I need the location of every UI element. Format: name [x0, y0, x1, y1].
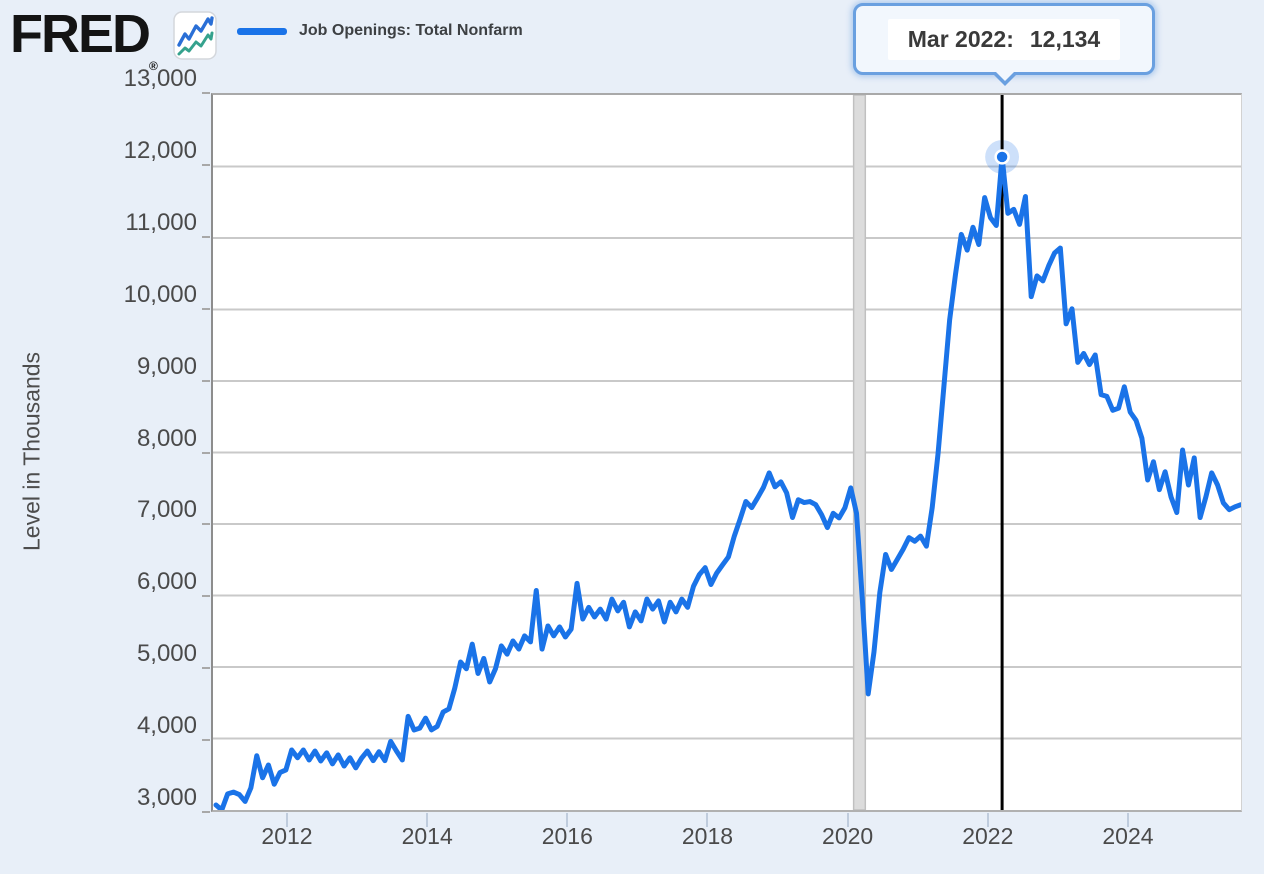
- plot-svg: [213, 95, 1241, 810]
- recession-band: [852, 95, 867, 810]
- y-tick-label: 10,000: [123, 280, 197, 308]
- fred-chart-icon: [173, 11, 217, 65]
- legend-swatch: [237, 27, 287, 35]
- x-tick-label: 2012: [261, 823, 313, 849]
- y-tick-mark: [202, 667, 210, 670]
- y-tick-label: 6,000: [136, 568, 197, 596]
- x-tick-label: 2022: [962, 823, 1014, 849]
- x-tick-label: 2014: [401, 823, 453, 849]
- x-tick-label: 2018: [681, 823, 734, 849]
- x-tick-mark: [706, 813, 709, 827]
- tooltip-pointer-fill: [995, 71, 1015, 81]
- tooltip-date: Mar 2022:: [907, 25, 1014, 52]
- x-tick-mark: [286, 813, 288, 827]
- y-tick-mark: [202, 92, 210, 94]
- y-tick-label: 4,000: [136, 712, 197, 740]
- x-tick-mark: [846, 813, 849, 827]
- y-tick-label: 7,000: [136, 496, 197, 524]
- tooltip-text: Mar 2022: 12,134: [887, 18, 1121, 60]
- y-tick-label: 3,000: [136, 784, 197, 811]
- x-tick-mark: [566, 813, 569, 827]
- icon-blue-zigzag: [177, 16, 214, 47]
- y-tick-label: 8,000: [136, 424, 197, 452]
- y-tick-label: 13,000: [123, 65, 197, 92]
- legend: Job Openings: Total Nonfarm: [237, 22, 523, 40]
- y-tick-mark: [202, 163, 210, 166]
- fred-logo-text: FRED: [10, 4, 151, 64]
- y-tick-mark: [202, 307, 210, 310]
- y-tick-label: 11,000: [125, 208, 197, 236]
- plot-area[interactable]: [211, 93, 1242, 812]
- fred-logo-link[interactable]: FRED®: [10, 6, 158, 94]
- tooltip: Mar 2022: 12,134: [853, 3, 1155, 86]
- y-tick-mark: [202, 523, 210, 526]
- y-axis-title: Level in Thousands: [18, 351, 45, 551]
- y-tick-label: 12,000: [123, 136, 197, 164]
- registered-mark: ®: [149, 59, 158, 73]
- x-tick-mark: [426, 813, 429, 827]
- x-tick-label: 2016: [541, 823, 593, 849]
- x-tick-label: 2020: [822, 823, 874, 849]
- y-tick-mark: [202, 811, 210, 813]
- y-tick-mark: [202, 235, 210, 238]
- y-tick-mark: [202, 451, 210, 454]
- highlight-point[interactable]: [994, 149, 1010, 165]
- tooltip-value: 12,134: [1029, 25, 1101, 52]
- y-tick-mark: [202, 739, 210, 742]
- y-tick-label: 5,000: [136, 640, 197, 668]
- x-tick-mark: [986, 813, 989, 827]
- x-tick-mark: [1126, 813, 1129, 827]
- x-tick-label: 2024: [1102, 823, 1154, 849]
- y-tick-mark: [202, 595, 210, 598]
- icon-teal-zigzag: [177, 31, 214, 56]
- y-tick-label: 9,000: [136, 352, 197, 380]
- y-tick-mark: [202, 379, 210, 382]
- legend-series-label[interactable]: Job Openings: Total Nonfarm: [299, 22, 523, 39]
- series-line[interactable]: [213, 154, 1241, 810]
